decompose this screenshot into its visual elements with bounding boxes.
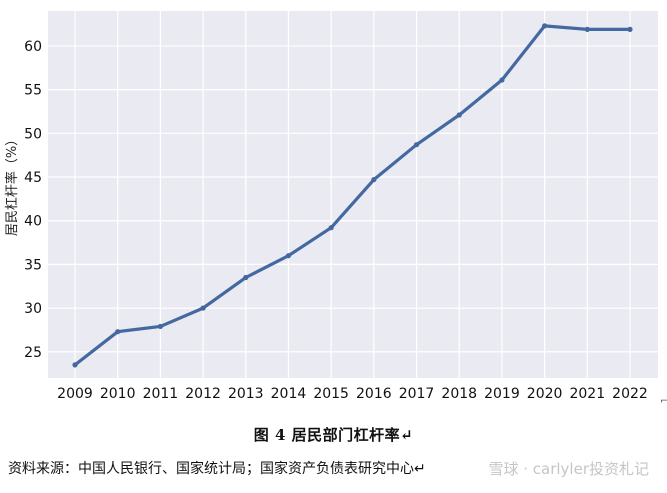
- y-tick-label: 55: [24, 83, 42, 99]
- x-tick-label: 2022: [612, 386, 648, 402]
- gridlines: [48, 11, 658, 378]
- y-tick-label: 25: [24, 345, 42, 361]
- data-point: [499, 77, 505, 83]
- data-point: [72, 362, 78, 368]
- data-point: [371, 177, 377, 183]
- x-tick-label: 2011: [143, 386, 179, 402]
- x-tick-label: 2020: [527, 386, 563, 402]
- y-tick-label: 35: [24, 257, 42, 273]
- data-point: [584, 26, 590, 32]
- data-point: [413, 142, 420, 148]
- source-note: 资料来源：中国人民银行、国家统计局；国家资产负债表研究中心↵: [8, 461, 426, 477]
- y-tick-label: 30: [24, 301, 42, 317]
- plot-area: [48, 11, 658, 378]
- x-tick-label: 2012: [185, 386, 221, 402]
- x-axis-ticks: 2009 2010 2011 2012 2013 2014 2015 2016 2017 2018…: [57, 386, 648, 402]
- x-tick-label: 2019: [484, 386, 520, 402]
- x-tick-label: 2013: [228, 386, 264, 402]
- y-tick-label: 50: [24, 126, 42, 142]
- series-line: [74, 24, 630, 367]
- watermark: 雪球 · carlyler投资札记: [488, 460, 649, 478]
- x-tick-label: 2010: [100, 386, 136, 402]
- x-tick-label: 2016: [356, 386, 392, 402]
- data-points: [72, 23, 633, 368]
- data-point: [157, 323, 163, 330]
- data-point: [328, 225, 334, 231]
- x-tick-label: 2014: [271, 386, 307, 402]
- edge-mark: ⌐: [660, 396, 667, 407]
- data-point: [542, 23, 548, 29]
- leverage-line-chart: 25 30 35 40 45 50 55 60 2009 2010 2011 2012 2013 201…: [4, 11, 658, 402]
- y-axis-label: 居民杠杆率（%）: [4, 133, 20, 236]
- y-tick-label: 40: [24, 214, 42, 230]
- data-point: [456, 112, 462, 118]
- figure-caption: 图 4 居民部门杠杆率↵: [253, 426, 414, 444]
- x-tick-label: 2017: [399, 386, 435, 402]
- y-tick-label: 60: [24, 39, 42, 55]
- data-point: [285, 253, 292, 259]
- data-point: [627, 26, 633, 32]
- x-tick-label: 2015: [313, 386, 349, 402]
- data-point: [200, 305, 206, 311]
- x-tick-label: 2009: [57, 386, 93, 402]
- y-tick-label: 45: [24, 170, 42, 186]
- data-point: [115, 329, 121, 335]
- x-tick-label: 2018: [441, 386, 477, 402]
- y-axis-ticks: 25 30 35 40 45 50 55 60: [24, 39, 42, 361]
- data-point: [243, 274, 249, 281]
- x-tick-label: 2021: [569, 386, 605, 402]
